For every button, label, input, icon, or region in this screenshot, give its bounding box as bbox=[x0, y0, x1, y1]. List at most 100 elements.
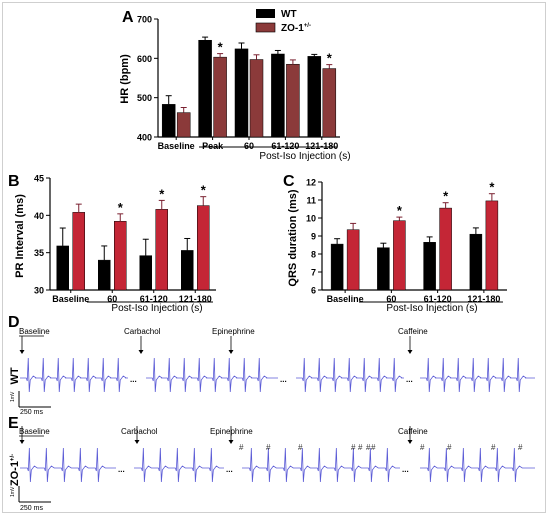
event-arrowhead bbox=[138, 350, 144, 354]
legend-label-zo1-text: ZO-1 bbox=[281, 23, 304, 34]
y-tick-label: 40 bbox=[34, 211, 44, 221]
x-tick-label: 61-120 bbox=[271, 141, 299, 151]
legend-swatch-wt bbox=[256, 9, 275, 18]
bar-wt bbox=[307, 56, 322, 138]
trace-e-row-label-text: ZO-1 bbox=[9, 461, 21, 486]
trace-gap-dots: ... bbox=[406, 375, 413, 384]
x-tick-label: 121-180 bbox=[305, 141, 338, 151]
y-tick-label: 10 bbox=[306, 214, 316, 224]
trace-d-event-carbachol: Carbachol bbox=[124, 327, 161, 336]
y-tick-label: 12 bbox=[306, 178, 316, 188]
event-arrowhead bbox=[19, 350, 25, 354]
y-tick-label: 9 bbox=[311, 232, 316, 242]
chart-a-legend: WT ZO-1+/- bbox=[255, 9, 311, 34]
event-arrowhead bbox=[228, 350, 234, 354]
panel-label-b: B bbox=[8, 173, 20, 190]
bar-wt bbox=[469, 233, 483, 291]
arrhythmia-marker: # bbox=[447, 443, 452, 452]
trace-d-event-caffeine: Caffeine bbox=[398, 327, 428, 336]
x-tick-label: Baseline bbox=[52, 294, 89, 304]
legend-label-zo1-sup: +/- bbox=[304, 23, 311, 29]
bar-wt bbox=[181, 250, 194, 291]
bar-zo1 bbox=[197, 205, 210, 291]
event-arrowhead bbox=[19, 440, 25, 444]
chart-b-ylabel: PR Interval (ms) bbox=[14, 194, 26, 278]
chart-c-ylabel: QRS duration (ms) bbox=[287, 189, 299, 287]
trace-e-scale-time: 250 ms bbox=[20, 505, 43, 512]
chart-heart-rate: HR (bpm) Post-Iso Injection (s) WT ZO-1+… bbox=[119, 9, 351, 162]
chart-c-xlabel: Post-Iso Injection (s) bbox=[386, 303, 477, 314]
trace-d-scale-time: 250 ms bbox=[20, 409, 43, 416]
bar-wt bbox=[330, 243, 344, 291]
bar-zo1 bbox=[322, 68, 337, 138]
legend-label-wt: WT bbox=[281, 9, 297, 20]
bar-zo1 bbox=[114, 221, 127, 291]
y-tick-label: 35 bbox=[34, 248, 44, 258]
chart-a-xlabel: Post-Iso Injection (s) bbox=[259, 151, 350, 162]
event-arrowhead bbox=[134, 440, 140, 444]
arrhythmia-marker: # bbox=[266, 443, 271, 452]
event-arrowhead bbox=[407, 350, 413, 354]
x-tick-label: 60 bbox=[386, 294, 396, 304]
chart-a-ylabel: HR (bpm) bbox=[119, 54, 131, 104]
y-tick-label: 500 bbox=[137, 93, 152, 103]
bar-zo1 bbox=[286, 63, 300, 138]
arrhythmia-marker: # bbox=[298, 443, 303, 452]
legend-swatch-zo1 bbox=[255, 22, 276, 33]
significance-marker: * bbox=[443, 189, 449, 204]
arrhythmia-marker: # bbox=[358, 443, 363, 452]
chart-qrs-duration: QRS duration (ms) Post-Iso Injection (s)… bbox=[287, 178, 507, 314]
chart-pr-interval: PR Interval (ms) Post-Iso Injection (s) … bbox=[14, 174, 216, 314]
panel-label-e: E bbox=[8, 415, 19, 432]
trace-e-row-label-sup: +/- bbox=[10, 454, 16, 461]
trace-gap-dots: ... bbox=[226, 465, 233, 474]
y-tick-label: 45 bbox=[34, 174, 44, 184]
arrhythmia-marker: # bbox=[366, 443, 371, 452]
bar-zo1 bbox=[176, 112, 191, 138]
panel-label-a: A bbox=[122, 9, 134, 26]
trace-d-event-epinephrine: Epinephrine bbox=[212, 327, 255, 336]
bar-wt bbox=[198, 39, 212, 138]
y-tick-label: 30 bbox=[34, 286, 44, 296]
y-tick-label: 11 bbox=[306, 196, 316, 206]
x-tick-label: 121-180 bbox=[467, 294, 500, 304]
ecg-waveform bbox=[20, 357, 535, 393]
arrhythmia-marker: # bbox=[371, 443, 376, 452]
y-tick-label: 8 bbox=[311, 250, 316, 260]
bar-zo1 bbox=[72, 212, 85, 291]
legend-label-zo1: ZO-1+/- bbox=[281, 23, 311, 34]
x-tick-label: 61-120 bbox=[140, 294, 168, 304]
bar-wt bbox=[139, 255, 152, 291]
bar-zo1 bbox=[155, 209, 168, 291]
trace-e-event-baseline: Baseline bbox=[19, 427, 50, 436]
y-tick-label: 600 bbox=[137, 54, 152, 64]
ecg-trace-zo1: ZO-1+/- Baseline Carbachol Epinephrine C… bbox=[9, 426, 535, 512]
bar-wt bbox=[98, 259, 111, 291]
bar-wt bbox=[423, 242, 436, 291]
bar-zo1 bbox=[393, 220, 406, 291]
significance-marker: * bbox=[489, 180, 495, 195]
x-tick-label: Baseline bbox=[158, 141, 195, 151]
bar-zo1 bbox=[439, 207, 452, 291]
trace-gap-dots: ... bbox=[130, 375, 137, 384]
x-tick-label: 61-120 bbox=[424, 294, 452, 304]
arrhythmia-marker: # bbox=[239, 443, 244, 452]
event-arrowhead bbox=[228, 440, 234, 444]
bar-wt bbox=[271, 53, 285, 138]
x-tick-label: 121-180 bbox=[179, 294, 212, 304]
y-tick-label: 700 bbox=[137, 15, 152, 25]
significance-marker: * bbox=[201, 183, 207, 198]
trace-e-row-label: ZO-1+/- bbox=[9, 454, 21, 486]
x-tick-label: Baseline bbox=[327, 294, 364, 304]
y-tick-label: 7 bbox=[311, 268, 316, 278]
y-tick-label: 6 bbox=[311, 286, 316, 296]
trace-d-event-baseline: Baseline bbox=[19, 327, 50, 336]
ecg-waveform bbox=[20, 447, 535, 483]
significance-marker: * bbox=[159, 186, 165, 201]
bar-wt bbox=[56, 245, 69, 291]
y-tick-label: 400 bbox=[137, 133, 152, 143]
bar-zo1 bbox=[485, 200, 499, 291]
event-arrowhead bbox=[407, 440, 413, 444]
arrhythmia-marker: # bbox=[420, 443, 425, 452]
arrhythmia-marker: # bbox=[518, 443, 523, 452]
